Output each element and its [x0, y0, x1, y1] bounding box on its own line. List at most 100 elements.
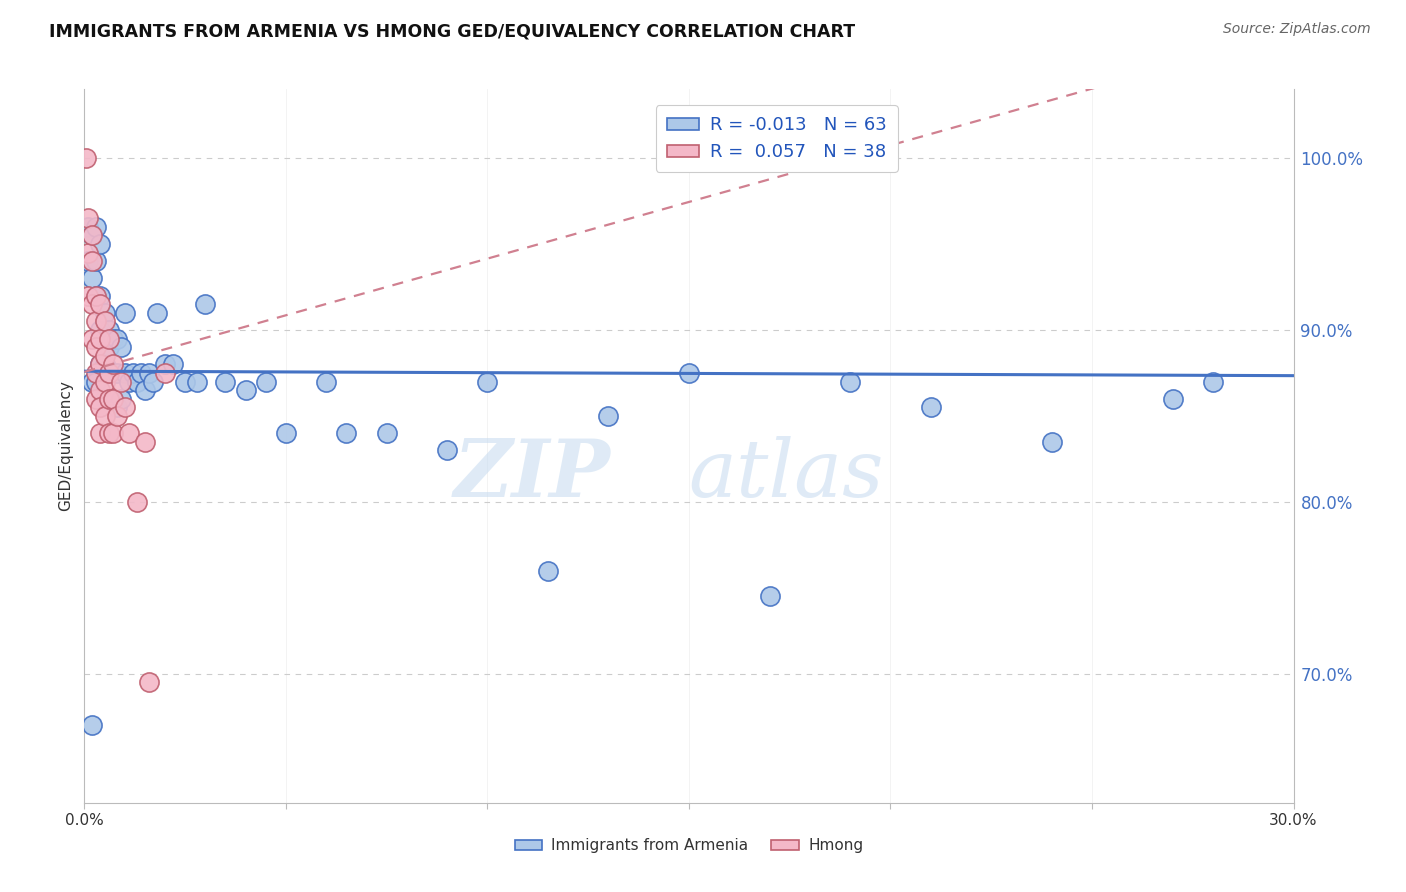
Point [97, 366, 120, 380]
Point [86, 254, 108, 268]
Point [134, 434, 156, 449]
Point [101, 392, 124, 406]
Text: atlas: atlas [688, 436, 883, 513]
Point [274, 426, 297, 441]
Point [477, 375, 499, 389]
Point [114, 366, 136, 380]
Point [105, 366, 128, 380]
Point [153, 366, 176, 380]
Point [537, 564, 560, 578]
Point [110, 375, 132, 389]
Point [125, 495, 148, 509]
Point [97, 366, 120, 380]
Text: Source: ZipAtlas.com: Source: ZipAtlas.com [1223, 22, 1371, 37]
Point [598, 409, 620, 423]
Point [97, 392, 120, 406]
Point [101, 357, 124, 371]
Point [758, 590, 780, 604]
Point [110, 392, 132, 406]
Point [235, 383, 257, 397]
Point [82, 332, 104, 346]
Point [174, 375, 197, 389]
Point [82, 254, 104, 268]
Point [105, 409, 128, 423]
Point [77, 245, 100, 260]
Point [82, 228, 104, 243]
Point [93, 314, 115, 328]
Point [142, 375, 165, 389]
Point [678, 366, 700, 380]
Point [125, 375, 148, 389]
Point [335, 426, 357, 441]
Point [214, 375, 236, 389]
Text: IMMIGRANTS FROM ARMENIA VS HMONG GED/EQUIVALENCY CORRELATION CHART: IMMIGRANTS FROM ARMENIA VS HMONG GED/EQU… [49, 22, 855, 40]
Point [77, 211, 100, 226]
Point [82, 718, 104, 732]
Legend: Immigrants from Armenia, Hmong: Immigrants from Armenia, Hmong [509, 832, 869, 859]
Point [436, 443, 458, 458]
Point [75, 151, 97, 165]
Point [93, 409, 115, 423]
Point [86, 219, 108, 234]
Point [89, 236, 111, 251]
Point [110, 340, 132, 354]
Point [89, 401, 111, 415]
Point [89, 323, 111, 337]
Point [89, 297, 111, 311]
Point [839, 375, 862, 389]
Point [129, 366, 152, 380]
Point [315, 375, 337, 389]
Point [105, 401, 128, 415]
Point [162, 357, 184, 371]
Point [114, 306, 136, 320]
Point [97, 392, 120, 406]
Point [97, 426, 120, 441]
Point [89, 288, 111, 302]
Point [89, 332, 111, 346]
Point [101, 392, 124, 406]
Point [86, 314, 108, 328]
Point [93, 392, 115, 406]
Point [82, 375, 104, 389]
Text: ZIP: ZIP [454, 436, 610, 513]
Point [86, 288, 108, 302]
Point [86, 288, 108, 302]
Point [93, 332, 115, 346]
Point [1040, 434, 1063, 449]
Point [101, 426, 124, 441]
Point [118, 426, 141, 441]
Point [86, 340, 108, 354]
Point [82, 271, 104, 285]
Point [93, 306, 115, 320]
Point [93, 375, 115, 389]
Point [194, 297, 217, 311]
Point [77, 254, 100, 268]
Point [82, 228, 104, 243]
Point [1161, 392, 1184, 406]
Point [105, 332, 128, 346]
Point [186, 375, 208, 389]
Point [89, 357, 111, 371]
Point [153, 357, 176, 371]
Point [93, 349, 115, 363]
Point [146, 306, 169, 320]
Point [82, 297, 104, 311]
Point [86, 366, 108, 380]
Point [114, 401, 136, 415]
Point [97, 323, 120, 337]
Point [77, 288, 100, 302]
Point [920, 401, 942, 415]
Point [138, 675, 160, 690]
Point [134, 383, 156, 397]
Point [1202, 375, 1225, 389]
Point [86, 375, 108, 389]
Point [375, 426, 398, 441]
Point [101, 366, 124, 380]
Point [121, 366, 143, 380]
Point [77, 219, 100, 234]
Point [86, 392, 108, 406]
Y-axis label: GED/Equivalency: GED/Equivalency [58, 381, 73, 511]
Point [118, 375, 141, 389]
Point [93, 357, 115, 371]
Point [89, 383, 111, 397]
